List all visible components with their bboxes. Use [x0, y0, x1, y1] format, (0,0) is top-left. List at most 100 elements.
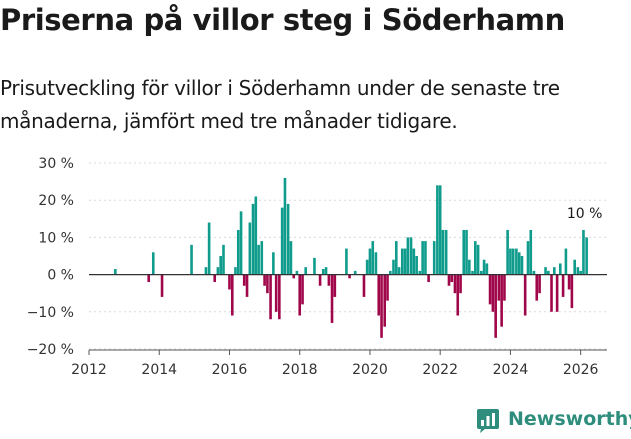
- bar: [204, 267, 208, 275]
- bar: [517, 252, 521, 275]
- bar: [397, 267, 401, 275]
- bar: [239, 211, 243, 275]
- bar: [465, 229, 468, 275]
- y-tick-label: 0 %: [47, 268, 74, 284]
- bar: [523, 274, 527, 316]
- bar: [222, 244, 225, 275]
- bar: [570, 274, 574, 309]
- bar: [444, 229, 448, 275]
- bar: [453, 274, 457, 294]
- bar: [436, 185, 439, 275]
- bar: [579, 270, 582, 275]
- bar: [421, 241, 424, 275]
- bar: [353, 270, 357, 275]
- bar: [228, 274, 231, 290]
- bar: [494, 274, 497, 338]
- bar: [289, 241, 293, 275]
- bar: [274, 274, 278, 312]
- bar: [576, 267, 580, 275]
- bar: [292, 274, 296, 279]
- bar: [471, 270, 474, 275]
- bar: [251, 203, 255, 275]
- x-tick-label: 2026: [563, 362, 599, 378]
- bar: [371, 241, 375, 275]
- x-tick-label: 2014: [141, 362, 177, 378]
- bar: [497, 274, 501, 301]
- gridlines: [89, 162, 607, 350]
- bar: [301, 274, 304, 305]
- y-tick-label: −10 %: [27, 305, 74, 321]
- y-tick-label: −20 %: [27, 342, 74, 358]
- bar: [234, 267, 237, 275]
- bar: [500, 274, 503, 327]
- y-tick-label: 10 %: [38, 230, 74, 246]
- bar: [254, 196, 258, 275]
- bar: [368, 248, 372, 275]
- bar: [506, 229, 509, 275]
- bar: [555, 274, 559, 312]
- y-tick-label: 30 %: [38, 156, 74, 172]
- bar: [207, 222, 211, 275]
- bar: [392, 259, 395, 275]
- bar: [374, 252, 378, 275]
- bar: [406, 237, 410, 275]
- bar: [456, 274, 460, 316]
- bar: [219, 256, 222, 275]
- bar: [515, 248, 518, 275]
- bar: [538, 274, 541, 294]
- bar: [558, 263, 562, 275]
- bar: [365, 259, 369, 275]
- bar: [327, 274, 331, 286]
- bar: [409, 237, 413, 275]
- bar: [362, 274, 366, 297]
- bar: [147, 274, 150, 283]
- bar: [550, 274, 553, 312]
- chart-title: Priserna på villor steg i Söderhamn: [0, 3, 565, 37]
- bar: [485, 263, 489, 275]
- bar: [488, 274, 492, 305]
- bar: [520, 256, 524, 275]
- bar: [468, 259, 471, 275]
- bar: [383, 274, 386, 327]
- bar: [295, 270, 299, 275]
- bar: [313, 257, 316, 275]
- bar: [248, 222, 252, 275]
- bar: [348, 274, 351, 279]
- bar-chart: −20 % −10 % 0 % 10 % 20 % 30 % 2012 2014 2016 201…: [27, 156, 607, 378]
- x-tick-label: 2022: [422, 362, 458, 378]
- bar: [447, 274, 451, 286]
- bar: [462, 229, 466, 275]
- bar: [567, 274, 571, 290]
- bar: [450, 274, 454, 283]
- bar: [160, 274, 164, 297]
- bar: [564, 248, 568, 275]
- bar: [236, 229, 240, 275]
- bar: [573, 259, 576, 275]
- bar: [424, 241, 427, 275]
- bar: [582, 229, 585, 275]
- bar: [283, 177, 287, 275]
- bar: [298, 274, 302, 316]
- bar: [394, 241, 398, 275]
- x-tick-label: 2016: [212, 362, 248, 378]
- bar: [561, 274, 565, 297]
- bar: [321, 269, 325, 275]
- bar: [230, 274, 234, 316]
- bar: [245, 274, 249, 297]
- bar: [151, 252, 155, 275]
- newsworthy-chart-icon: [477, 409, 499, 433]
- x-tick-label: 2018: [282, 362, 318, 378]
- bar: [474, 241, 477, 275]
- bar: [304, 267, 307, 275]
- bars: [114, 177, 588, 338]
- bar: [438, 185, 442, 275]
- latest-value-annotation: 10 %: [567, 206, 603, 222]
- bar: [380, 274, 383, 338]
- bar: [400, 248, 404, 275]
- bar: [213, 274, 217, 283]
- x-tick-label: 2020: [352, 362, 388, 378]
- newsworthy-logo[interactable]: Newsworthy: [476, 406, 631, 438]
- bar: [286, 203, 290, 275]
- bar: [318, 274, 322, 286]
- bar: [491, 274, 495, 312]
